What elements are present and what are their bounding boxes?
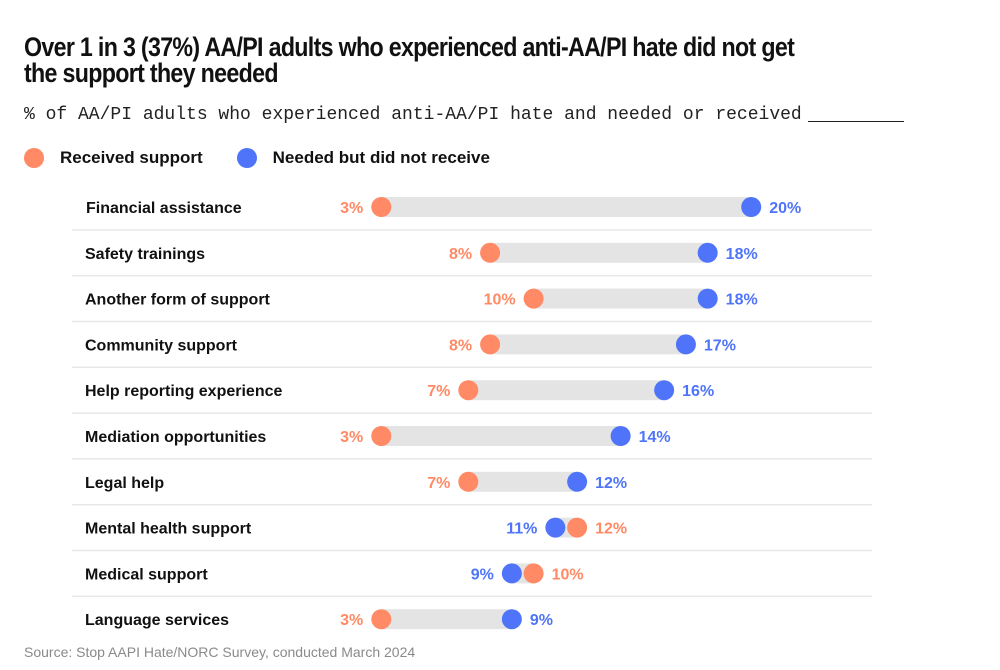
range-track <box>381 609 512 630</box>
received-value-label: 7% <box>427 475 450 492</box>
received-dot <box>371 197 392 217</box>
category-label: Help reporting experience <box>85 383 282 400</box>
received-dot <box>523 288 544 309</box>
legend-item-needed: Needed but did not receive <box>236 148 490 168</box>
needed-value-label: 14% <box>639 429 671 446</box>
chart-subtitle: % of AA/PI adults who experienced anti-A… <box>24 105 904 125</box>
legend-label-needed: Needed but did not receive <box>272 148 490 167</box>
needed-value-label: 18% <box>726 246 758 263</box>
received-dot <box>458 380 479 401</box>
needed-value-label: 20% <box>769 200 801 217</box>
category-label: Mediation opportunities <box>85 429 266 446</box>
needed-dot <box>697 242 718 263</box>
received-value-label: 12% <box>595 521 627 538</box>
needed-value-label: 11% <box>506 521 537 538</box>
needed-dot <box>545 517 566 538</box>
needed-value-label: 9% <box>471 566 494 583</box>
received-dot <box>458 471 479 492</box>
needed-dot <box>501 563 522 584</box>
legend-swatch-needed <box>236 148 257 168</box>
category-label: Mental health support <box>85 521 252 538</box>
received-dot <box>480 334 501 355</box>
range-track <box>490 334 686 355</box>
needed-value-label: 9% <box>530 612 553 629</box>
needed-dot <box>741 197 762 217</box>
category-label: Medical support <box>85 566 208 583</box>
received-value-label: 8% <box>449 246 472 263</box>
range-track <box>468 471 578 492</box>
source-note: Source: Stop AAPI Hate/NORC Survey, cond… <box>24 644 416 660</box>
range-track <box>468 380 665 401</box>
received-dot <box>480 242 501 263</box>
received-dot <box>567 517 588 538</box>
received-value-label: 8% <box>449 337 472 354</box>
range-track <box>381 197 752 217</box>
subtitle-text: % of AA/PI adults who experienced anti-A… <box>24 105 802 125</box>
needed-dot <box>654 380 675 401</box>
received-value-label: 7% <box>427 383 450 400</box>
needed-dot <box>567 471 588 492</box>
received-dot <box>523 563 544 584</box>
needed-value-label: 12% <box>595 475 627 492</box>
category-label: Safety trainings <box>85 246 205 263</box>
range-track <box>533 288 708 309</box>
range-track <box>381 426 621 446</box>
category-label: Financial assistance <box>86 200 242 217</box>
chart-title: Over 1 in 3 (37%) AA/PI adults who exper… <box>24 32 795 88</box>
received-value-label: 10% <box>484 292 516 309</box>
received-dot <box>371 426 392 446</box>
needed-dot <box>675 334 696 355</box>
received-value-label: 3% <box>340 429 363 446</box>
needed-dot <box>697 288 718 309</box>
category-label: Language services <box>85 612 229 629</box>
received-value-label: 3% <box>340 200 363 217</box>
needed-value-label: 16% <box>682 383 714 400</box>
legend: Received support Needed but did not rece… <box>24 148 524 168</box>
needed-dot <box>610 426 631 446</box>
received-value-label: 10% <box>552 566 584 583</box>
needed-value-label: 17% <box>704 337 736 354</box>
legend-item-received: Received support <box>24 148 203 168</box>
category-label: Another form of support <box>85 292 271 309</box>
needed-dot <box>501 609 522 630</box>
received-value-label: 3% <box>340 612 363 629</box>
received-dot <box>371 609 392 630</box>
range-track <box>490 242 708 263</box>
subtitle-blank-line <box>807 121 904 122</box>
needed-value-label: 18% <box>726 292 758 309</box>
category-label: Community support <box>85 337 238 354</box>
category-label: Legal help <box>85 475 164 492</box>
legend-swatch-received <box>24 148 44 168</box>
legend-label-received: Received support <box>60 148 203 167</box>
